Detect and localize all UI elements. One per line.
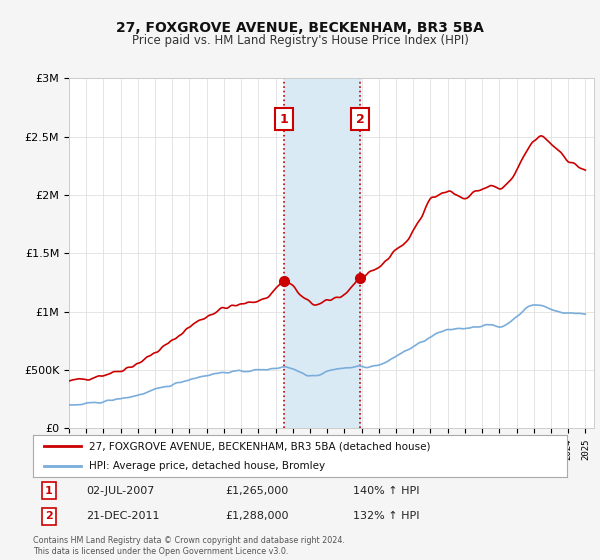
Text: 27, FOXGROVE AVENUE, BECKENHAM, BR3 5BA: 27, FOXGROVE AVENUE, BECKENHAM, BR3 5BA (116, 21, 484, 35)
Bar (284, 78, 360, 428)
Text: Contains HM Land Registry data © Crown copyright and database right 2024.
This d: Contains HM Land Registry data © Crown c… (33, 536, 345, 556)
Text: Price paid vs. HM Land Registry's House Price Index (HPI): Price paid vs. HM Land Registry's House … (131, 34, 469, 46)
Text: HPI: Average price, detached house, Bromley: HPI: Average price, detached house, Brom… (89, 461, 325, 471)
Text: 1: 1 (280, 113, 289, 126)
Text: £1,288,000: £1,288,000 (225, 511, 289, 521)
Text: 02-JUL-2007: 02-JUL-2007 (86, 486, 155, 496)
Text: 21-DEC-2011: 21-DEC-2011 (86, 511, 160, 521)
Text: 132% ↑ HPI: 132% ↑ HPI (353, 511, 420, 521)
Text: £1,265,000: £1,265,000 (225, 486, 289, 496)
Text: 2: 2 (356, 113, 365, 126)
Text: 140% ↑ HPI: 140% ↑ HPI (353, 486, 420, 496)
Text: 2: 2 (45, 511, 53, 521)
Text: 27, FOXGROVE AVENUE, BECKENHAM, BR3 5BA (detached house): 27, FOXGROVE AVENUE, BECKENHAM, BR3 5BA … (89, 441, 431, 451)
Text: 1: 1 (45, 486, 53, 496)
